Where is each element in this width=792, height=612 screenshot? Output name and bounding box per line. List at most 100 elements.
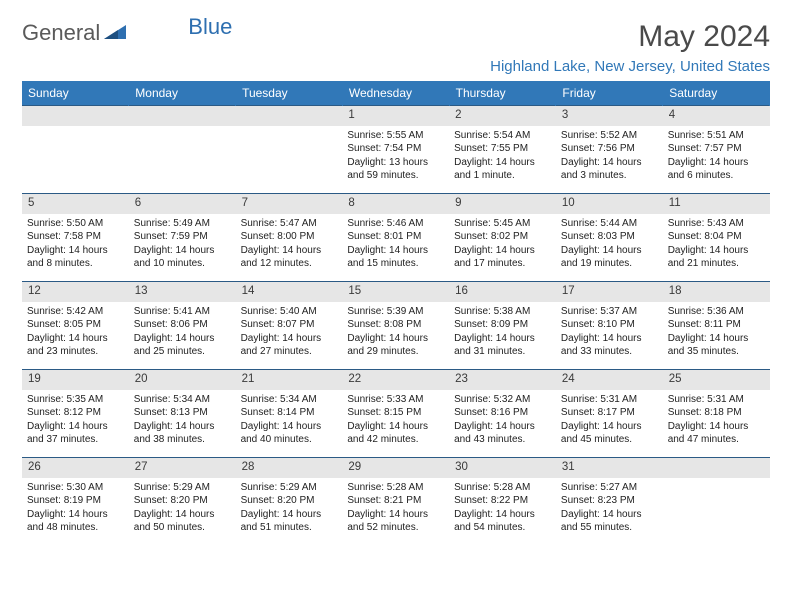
- daynum-row: 567891011: [22, 194, 770, 214]
- sunset-text: Sunset: 8:18 PM: [668, 406, 765, 420]
- daylight-text: Daylight: 14 hours: [668, 420, 765, 434]
- daylight-text: and 48 minutes.: [27, 521, 124, 535]
- sunrise-text: Sunrise: 5:32 AM: [454, 393, 551, 407]
- sunrise-text: Sunrise: 5:42 AM: [27, 305, 124, 319]
- sunrise-text: Sunrise: 5:31 AM: [668, 393, 765, 407]
- daylight-text: and 23 minutes.: [27, 345, 124, 359]
- sunset-text: Sunset: 7:54 PM: [347, 142, 444, 156]
- daylight-text: Daylight: 14 hours: [454, 156, 551, 170]
- day-content-cell: Sunrise: 5:41 AMSunset: 8:06 PMDaylight:…: [129, 302, 236, 370]
- triangle-icon: [104, 22, 126, 45]
- day-number-cell: 13: [129, 282, 236, 302]
- sunrise-text: Sunrise: 5:27 AM: [561, 481, 658, 495]
- day-number-cell: 28: [236, 458, 343, 478]
- sunset-text: Sunset: 8:01 PM: [347, 230, 444, 244]
- sunrise-text: Sunrise: 5:54 AM: [454, 129, 551, 143]
- sunrise-text: Sunrise: 5:30 AM: [27, 481, 124, 495]
- sunrise-text: Sunrise: 5:55 AM: [347, 129, 444, 143]
- day-header: Friday: [556, 81, 663, 106]
- day-number-cell: [129, 106, 236, 126]
- day-content-cell: [663, 478, 770, 546]
- daylight-text: and 25 minutes.: [134, 345, 231, 359]
- sunrise-text: Sunrise: 5:52 AM: [561, 129, 658, 143]
- daylight-text: Daylight: 14 hours: [561, 156, 658, 170]
- day-content-cell: Sunrise: 5:47 AMSunset: 8:00 PMDaylight:…: [236, 214, 343, 282]
- day-number-cell: 20: [129, 370, 236, 390]
- day-number-cell: [663, 458, 770, 478]
- daynum-row: 12131415161718: [22, 282, 770, 302]
- sunset-text: Sunset: 8:06 PM: [134, 318, 231, 332]
- sunrise-text: Sunrise: 5:44 AM: [561, 217, 658, 231]
- day-number-cell: 9: [449, 194, 556, 214]
- daylight-text: Daylight: 14 hours: [668, 244, 765, 258]
- day-content-cell: Sunrise: 5:29 AMSunset: 8:20 PMDaylight:…: [129, 478, 236, 546]
- day-content-cell: Sunrise: 5:52 AMSunset: 7:56 PMDaylight:…: [556, 126, 663, 194]
- daylight-text: Daylight: 14 hours: [27, 508, 124, 522]
- daylight-text: Daylight: 14 hours: [347, 244, 444, 258]
- day-number-cell: [236, 106, 343, 126]
- sunrise-text: Sunrise: 5:38 AM: [454, 305, 551, 319]
- daylight-text: and 29 minutes.: [347, 345, 444, 359]
- day-number-cell: 18: [663, 282, 770, 302]
- day-header: Thursday: [449, 81, 556, 106]
- sunset-text: Sunset: 7:58 PM: [27, 230, 124, 244]
- day-number-cell: 6: [129, 194, 236, 214]
- day-content-cell: Sunrise: 5:37 AMSunset: 8:10 PMDaylight:…: [556, 302, 663, 370]
- sunrise-text: Sunrise: 5:40 AM: [241, 305, 338, 319]
- daylight-text: and 35 minutes.: [668, 345, 765, 359]
- day-header: Saturday: [663, 81, 770, 106]
- daylight-text: and 54 minutes.: [454, 521, 551, 535]
- sunrise-text: Sunrise: 5:34 AM: [134, 393, 231, 407]
- content-row: Sunrise: 5:50 AMSunset: 7:58 PMDaylight:…: [22, 214, 770, 282]
- sunset-text: Sunset: 8:09 PM: [454, 318, 551, 332]
- day-content-cell: Sunrise: 5:35 AMSunset: 8:12 PMDaylight:…: [22, 390, 129, 458]
- day-number-cell: 16: [449, 282, 556, 302]
- sunrise-text: Sunrise: 5:34 AM: [241, 393, 338, 407]
- day-content-cell: Sunrise: 5:44 AMSunset: 8:03 PMDaylight:…: [556, 214, 663, 282]
- day-number-cell: 15: [342, 282, 449, 302]
- sunset-text: Sunset: 7:59 PM: [134, 230, 231, 244]
- daynum-row: 1234: [22, 106, 770, 126]
- sunset-text: Sunset: 8:02 PM: [454, 230, 551, 244]
- daylight-text: Daylight: 14 hours: [454, 508, 551, 522]
- day-number-cell: 29: [342, 458, 449, 478]
- sunset-text: Sunset: 8:19 PM: [27, 494, 124, 508]
- day-header: Wednesday: [342, 81, 449, 106]
- sunrise-text: Sunrise: 5:29 AM: [241, 481, 338, 495]
- daylight-text: and 40 minutes.: [241, 433, 338, 447]
- day-content-cell: Sunrise: 5:36 AMSunset: 8:11 PMDaylight:…: [663, 302, 770, 370]
- sunset-text: Sunset: 8:05 PM: [27, 318, 124, 332]
- sunset-text: Sunset: 8:22 PM: [454, 494, 551, 508]
- sunrise-text: Sunrise: 5:36 AM: [668, 305, 765, 319]
- day-header-row: Sunday Monday Tuesday Wednesday Thursday…: [22, 81, 770, 106]
- day-content-cell: Sunrise: 5:34 AMSunset: 8:14 PMDaylight:…: [236, 390, 343, 458]
- day-content-cell: Sunrise: 5:31 AMSunset: 8:17 PMDaylight:…: [556, 390, 663, 458]
- day-content-cell: Sunrise: 5:46 AMSunset: 8:01 PMDaylight:…: [342, 214, 449, 282]
- content-row: Sunrise: 5:30 AMSunset: 8:19 PMDaylight:…: [22, 478, 770, 546]
- day-content-cell: Sunrise: 5:38 AMSunset: 8:09 PMDaylight:…: [449, 302, 556, 370]
- daylight-text: Daylight: 14 hours: [347, 332, 444, 346]
- sunrise-text: Sunrise: 5:33 AM: [347, 393, 444, 407]
- daylight-text: and 52 minutes.: [347, 521, 444, 535]
- daylight-text: and 27 minutes.: [241, 345, 338, 359]
- sunset-text: Sunset: 8:08 PM: [347, 318, 444, 332]
- daylight-text: and 31 minutes.: [454, 345, 551, 359]
- day-number-cell: 23: [449, 370, 556, 390]
- daylight-text: Daylight: 14 hours: [454, 420, 551, 434]
- day-number-cell: 27: [129, 458, 236, 478]
- daylight-text: and 51 minutes.: [241, 521, 338, 535]
- page-header: General Blue May 2024 Highland Lake, New…: [22, 20, 770, 75]
- daylight-text: and 38 minutes.: [134, 433, 231, 447]
- day-number-cell: 21: [236, 370, 343, 390]
- day-number-cell: 24: [556, 370, 663, 390]
- daylight-text: Daylight: 14 hours: [27, 244, 124, 258]
- daylight-text: and 17 minutes.: [454, 257, 551, 271]
- sunset-text: Sunset: 7:56 PM: [561, 142, 658, 156]
- day-number-cell: 31: [556, 458, 663, 478]
- day-number-cell: 7: [236, 194, 343, 214]
- sunset-text: Sunset: 7:57 PM: [668, 142, 765, 156]
- content-row: Sunrise: 5:55 AMSunset: 7:54 PM Daylight:…: [22, 126, 770, 194]
- sunrise-text: Sunrise: 5:43 AM: [668, 217, 765, 231]
- daylight-text: and 33 minutes.: [561, 345, 658, 359]
- daylight-text: Daylight: 14 hours: [561, 332, 658, 346]
